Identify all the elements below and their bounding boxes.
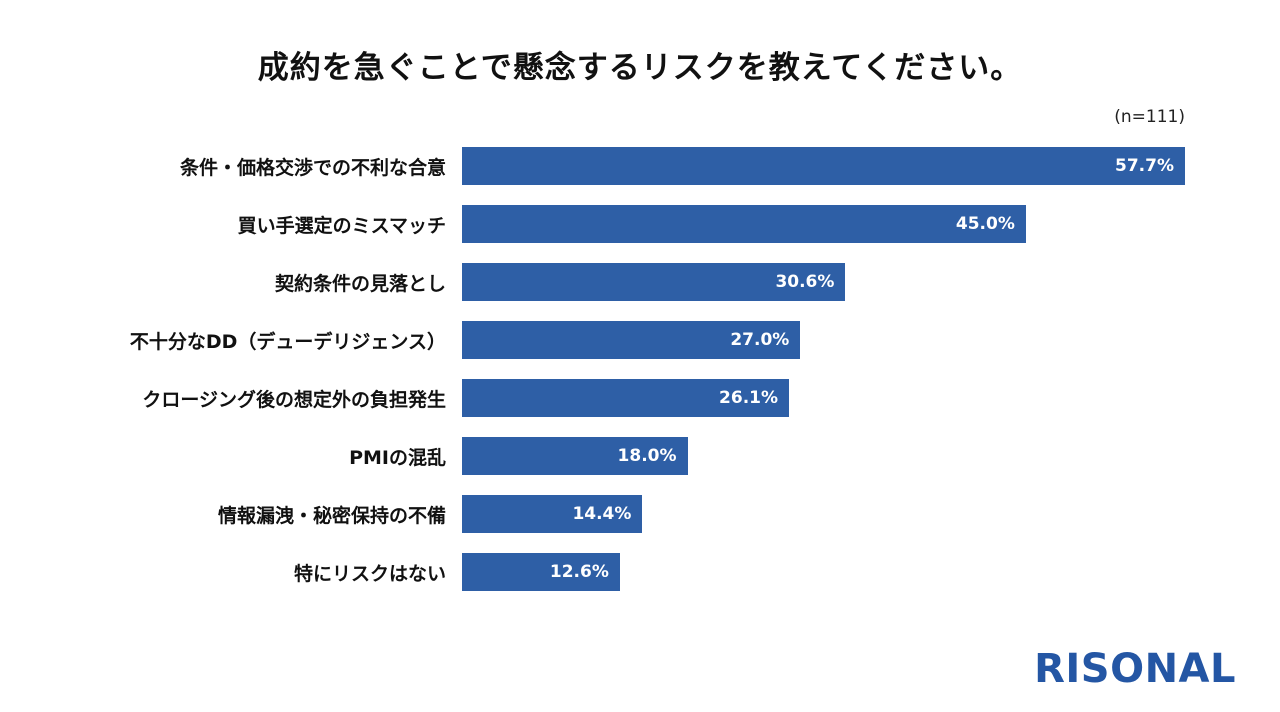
- value-label: 30.6%: [775, 272, 835, 292]
- bar: 18.0%: [462, 437, 688, 475]
- chart-row: クロージング後の想定外の負担発生 26.1%: [0, 369, 1185, 427]
- chart-row: 不十分なDD（デューデリジェンス） 27.0%: [0, 311, 1185, 369]
- category-label: クロージング後の想定外の負担発生: [142, 388, 446, 411]
- value-label: 45.0%: [955, 214, 1015, 234]
- infographic-page: 成約を急ぐことで懸念するリスクを教えてください。 (n=111) 条件・価格交渉…: [0, 42, 1280, 712]
- bar: 26.1%: [462, 379, 790, 417]
- bar: 27.0%: [462, 321, 801, 359]
- chart-row: PMIの混乱 18.0%: [0, 427, 1185, 485]
- bar: 45.0%: [462, 205, 1026, 243]
- bar-chart: (n=111) 条件・価格交渉での不利な合意 57.7% 買い手選定のミスマッチ 45…: [0, 107, 1185, 601]
- chart-row: 条件・価格交渉での不利な合意 57.7%: [0, 137, 1185, 195]
- bar-track: 12.6%: [462, 553, 1185, 591]
- category-label: 特にリスクはない: [293, 562, 446, 585]
- chart-row: 情報漏洩・秘密保持の不備 14.4%: [0, 485, 1185, 543]
- bar: 14.4%: [462, 495, 643, 533]
- bar: 30.6%: [462, 263, 846, 301]
- category-label: PMIの混乱: [349, 446, 446, 469]
- value-label: 57.7%: [1115, 156, 1174, 176]
- chart-title: 成約を急ぐことで懸念するリスクを教えてください。: [257, 50, 1023, 86]
- bar-track: 26.1%: [462, 379, 1185, 417]
- chart-row: 買い手選定のミスマッチ 45.0%: [0, 195, 1185, 253]
- category-label: 情報漏洩・秘密保持の不備: [217, 504, 446, 527]
- bar: 12.6%: [462, 553, 620, 591]
- chart-row: 契約条件の見落とし 30.6%: [0, 253, 1185, 311]
- category-label: 条件・価格交渉での不利な合意: [179, 156, 446, 179]
- value-label: 12.6%: [549, 562, 609, 582]
- bar: 57.7%: [462, 147, 1185, 185]
- bar-track: 57.7%: [462, 147, 1185, 185]
- risonal-logo: RISONAL: [1034, 646, 1236, 692]
- value-label: 26.1%: [719, 388, 779, 408]
- value-label: 18.0%: [617, 446, 677, 466]
- bar-track: 45.0%: [462, 205, 1185, 243]
- value-label: 14.4%: [572, 504, 632, 524]
- sample-size-label: (n=111): [1114, 107, 1185, 127]
- bar-track: 27.0%: [462, 321, 1185, 359]
- bar-track: 30.6%: [462, 263, 1185, 301]
- bar-track: 14.4%: [462, 495, 1185, 533]
- category-label: 買い手選定のミスマッチ: [237, 214, 446, 237]
- bar-track: 18.0%: [462, 437, 1185, 475]
- category-label: 不十分なDD（デューデリジェンス）: [129, 330, 446, 353]
- chart-row: 特にリスクはない 12.6%: [0, 543, 1185, 601]
- chart-rows: 条件・価格交渉での不利な合意 57.7% 買い手選定のミスマッチ 45.0% 契約条件の…: [0, 137, 1185, 601]
- category-label: 契約条件の見落とし: [274, 272, 446, 295]
- value-label: 27.0%: [730, 330, 790, 350]
